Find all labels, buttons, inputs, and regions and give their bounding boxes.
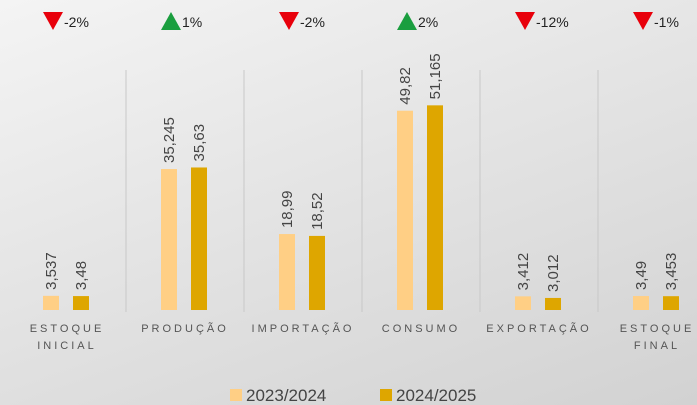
bar: [309, 236, 325, 310]
legend-swatch: [380, 389, 392, 401]
x-tick-label: EXPORTAÇÃO: [481, 321, 597, 338]
value-label: 3,412: [515, 253, 532, 291]
change-indicator: [279, 12, 299, 30]
bar: [397, 111, 413, 310]
value-label: 3,48: [73, 261, 90, 290]
bar: [515, 296, 531, 310]
x-tick-label: IMPORTAÇÃO: [245, 321, 361, 338]
value-label: 18,52: [309, 192, 326, 230]
chart: -2% 1% -2% 2% -12% -1% 3,537 35,245 18,99 49,82 3,…: [0, 0, 697, 405]
change-label: 1%: [182, 14, 202, 30]
value-label: 3,49: [633, 261, 650, 290]
change-label: -2%: [64, 14, 89, 30]
bar: [427, 105, 443, 310]
value-label: 18,99: [279, 190, 296, 228]
x-tick-label: CONSUMO: [363, 321, 479, 338]
x-tick-label: PRODUÇÃO: [127, 321, 243, 338]
change-indicator: [633, 12, 653, 30]
bar: [279, 234, 295, 310]
legend-label: 2023/2024: [246, 386, 326, 405]
bar: [191, 167, 207, 310]
change-label: -1%: [654, 14, 679, 30]
x-tick-label: ESTOQUE INICIAL: [9, 321, 125, 355]
bar: [43, 296, 59, 310]
legend-swatch: [230, 389, 242, 401]
value-label: 49,82: [397, 67, 414, 105]
change-indicator: [397, 12, 417, 30]
bar: [545, 298, 561, 310]
value-label: 3,012: [545, 254, 562, 292]
change-label: -12%: [536, 14, 569, 30]
change-indicator: [515, 12, 535, 30]
value-label: 3,453: [663, 253, 680, 291]
bar: [73, 296, 89, 310]
bar: [663, 296, 679, 310]
value-label: 35,63: [191, 124, 208, 162]
x-tick-label: ESTOQUE FINAL: [599, 321, 697, 355]
bar: [161, 169, 177, 310]
value-label: 35,245: [161, 117, 178, 163]
value-label: 3,537: [43, 252, 60, 290]
value-label: 51,165: [427, 53, 444, 99]
change-indicator: [161, 12, 181, 30]
change-label: -2%: [300, 14, 325, 30]
change-indicator: [43, 12, 63, 30]
legend-label: 2024/2025: [396, 386, 476, 405]
change-label: 2%: [418, 14, 438, 30]
bar: [633, 296, 649, 310]
